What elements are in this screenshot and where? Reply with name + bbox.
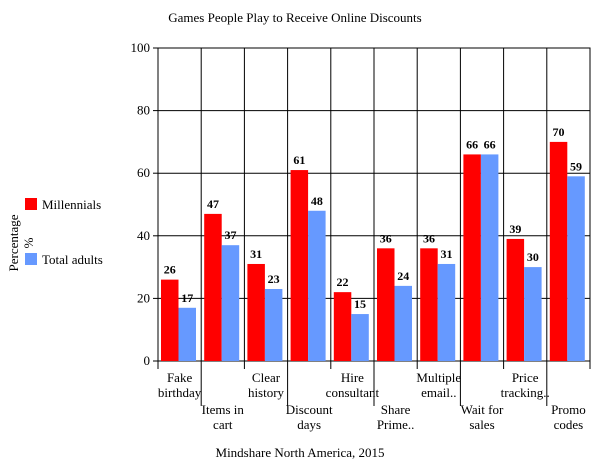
data-label: 17 (181, 291, 193, 305)
data-label: 15 (354, 297, 366, 311)
category-label: Hire consultant (326, 370, 380, 400)
category-label: Fake birthday (158, 370, 202, 400)
data-label: 31 (250, 247, 262, 261)
data-label: 26 (164, 263, 176, 277)
bar-millennials (377, 248, 395, 361)
value-labels: 26 47 31 61 22 36 36 66 39 70 17 37 23 48 15 24 31 66 30 59 (164, 125, 582, 311)
bar-total-adults (308, 210, 326, 361)
category-label: Discount days (286, 402, 333, 432)
category-label: Clear history (248, 370, 285, 400)
bar-total-adults (264, 289, 283, 361)
bar-total-adults (221, 245, 240, 361)
category-label: Wait for sales (461, 402, 504, 432)
bar-total-adults (480, 154, 499, 361)
data-label: 47 (207, 197, 219, 211)
category-label: Items in cart (202, 402, 245, 432)
legend-swatch (25, 253, 37, 265)
category-label: Promo codes (551, 402, 586, 432)
y-tick-label: 0 (144, 353, 151, 368)
y-tick-label: 40 (137, 228, 150, 243)
bar-total-adults (567, 176, 585, 361)
data-label: 61 (293, 153, 305, 167)
bar-millennials (333, 292, 352, 361)
y-tick-label: 80 (137, 103, 150, 118)
data-label: 36 (423, 231, 435, 245)
legend-label: Millennials (42, 197, 101, 212)
y-tick-label: 60 (137, 165, 150, 180)
data-label: 23 (268, 272, 280, 286)
data-label: 37 (224, 228, 236, 242)
y-tick-label: 20 (137, 290, 150, 305)
bar-total-adults (437, 263, 456, 361)
bar-millennials (549, 141, 568, 361)
y-tick-labels: 0 20 40 60 80 100 (131, 40, 151, 368)
bar-total-adults (178, 307, 196, 361)
bars (161, 141, 585, 361)
data-label: 30 (527, 250, 539, 264)
bar-millennials (420, 248, 438, 361)
bar-total-adults (351, 314, 369, 361)
data-label: 66 (466, 137, 478, 151)
legend-swatch (25, 198, 37, 210)
data-label: 66 (484, 137, 496, 151)
bar-millennials (247, 263, 265, 361)
bar-total-adults (524, 267, 542, 361)
category-label: Price tracking.. (501, 370, 550, 400)
category-label: Share Prime.. (377, 402, 415, 432)
data-label: 48 (311, 194, 323, 208)
chart-title: Games People Play to Receive Online Disc… (168, 10, 421, 25)
y-tick-label: 100 (131, 40, 151, 55)
bar-millennials (290, 170, 309, 361)
data-label: 31 (440, 247, 452, 261)
y-axis-label: Percentage% (6, 214, 36, 271)
data-label: 70 (553, 125, 565, 139)
bar-millennials (161, 279, 179, 361)
data-label: 59 (570, 159, 582, 173)
grid (153, 47, 591, 406)
data-label: 24 (397, 269, 409, 283)
data-label: 39 (509, 222, 521, 236)
category-label: Multiple email.. (416, 370, 461, 400)
source-note: Mindshare North America, 2015 (216, 445, 385, 460)
bar-millennials (463, 154, 481, 361)
legend-label: Total adults (42, 252, 103, 267)
legend: Millennials Total adults (25, 197, 103, 267)
bar-millennials (506, 238, 525, 361)
data-label: 36 (380, 231, 392, 245)
bar-millennials (204, 213, 222, 361)
bar-total-adults (394, 285, 412, 361)
data-label: 22 (337, 275, 349, 289)
